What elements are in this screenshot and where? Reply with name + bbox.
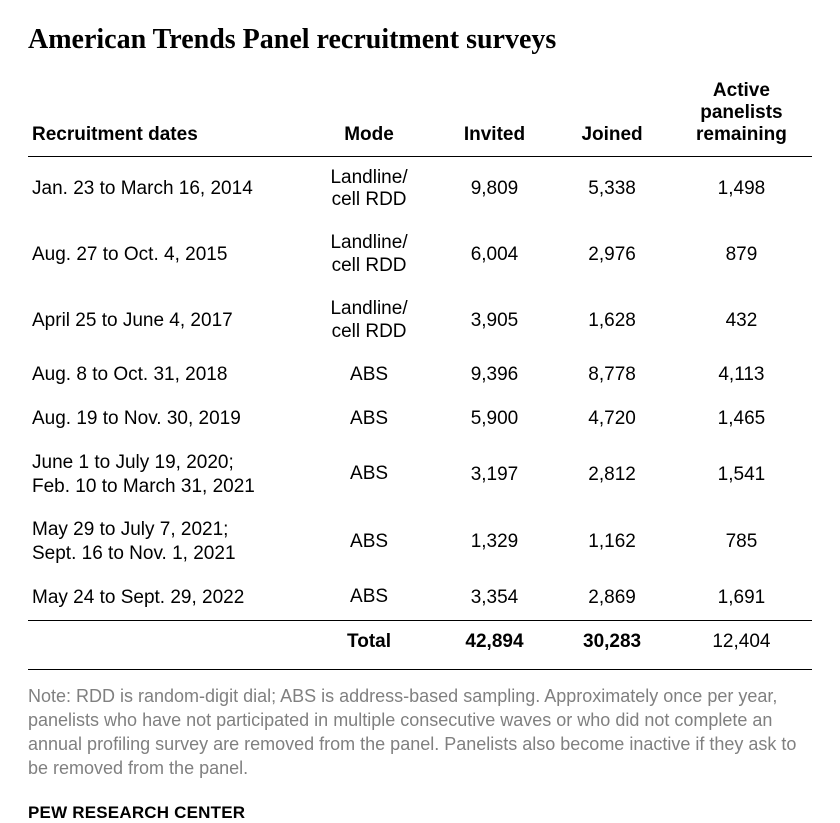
cell-invited: 3,197 [436, 441, 554, 509]
cell-invited: 3,354 [436, 576, 554, 620]
cell-mode: Landline/cell RDD [302, 288, 435, 354]
table-row: Aug. 8 to Oct. 31, 2018ABS9,3968,7784,11… [28, 353, 812, 397]
cell-mode: ABS [302, 441, 435, 509]
cell-joined: 5,338 [553, 156, 671, 222]
header-dates: Recruitment dates [28, 74, 302, 156]
cell-dates: June 1 to July 19, 2020;Feb. 10 to March… [28, 441, 302, 509]
cell-remaining: 1,498 [671, 156, 812, 222]
table-header-row: Recruitment dates Mode Invited Joined Ac… [28, 74, 812, 156]
table-row: May 24 to Sept. 29, 2022ABS3,3542,8691,6… [28, 576, 812, 620]
cell-mode: ABS [302, 397, 435, 441]
cell-dates: May 24 to Sept. 29, 2022 [28, 576, 302, 620]
recruitment-table: Recruitment dates Mode Invited Joined Ac… [28, 74, 812, 665]
header-invited: Invited [436, 74, 554, 156]
cell-mode: ABS [302, 576, 435, 620]
cell-remaining: 1,465 [671, 397, 812, 441]
cell-remaining: 4,113 [671, 353, 812, 397]
cell-joined: 1,628 [553, 288, 671, 354]
table-total-row: Total42,89430,28312,404 [28, 620, 812, 665]
page-title: American Trends Panel recruitment survey… [28, 24, 812, 56]
cell-total-blank [28, 620, 302, 665]
cell-mode: ABS [302, 353, 435, 397]
cell-dates: Aug. 27 to Oct. 4, 2015 [28, 222, 302, 288]
cell-invited: 5,900 [436, 397, 554, 441]
cell-mode: Landline/cell RDD [302, 222, 435, 288]
cell-remaining: 1,541 [671, 441, 812, 509]
header-remaining-l2: panelists [700, 102, 782, 123]
table-row: May 29 to July 7, 2021;Sept. 16 to Nov. … [28, 508, 812, 576]
header-remaining-l3: remaining [696, 124, 787, 145]
source-attribution: PEW RESEARCH CENTER [28, 803, 812, 823]
cell-remaining: 879 [671, 222, 812, 288]
header-joined: Joined [553, 74, 671, 156]
cell-remaining: 432 [671, 288, 812, 354]
cell-invited: 3,905 [436, 288, 554, 354]
cell-remaining: 785 [671, 508, 812, 576]
cell-total-label: Total [302, 620, 435, 665]
cell-mode: Landline/cell RDD [302, 156, 435, 222]
cell-dates: Jan. 23 to March 16, 2014 [28, 156, 302, 222]
cell-joined: 2,976 [553, 222, 671, 288]
cell-total-joined: 30,283 [553, 620, 671, 665]
cell-invited: 9,396 [436, 353, 554, 397]
header-remaining-l1: Active [713, 80, 770, 101]
header-mode: Mode [302, 74, 435, 156]
cell-total-invited: 42,894 [436, 620, 554, 665]
table-row: April 25 to June 4, 2017Landline/cell RD… [28, 288, 812, 354]
table-row: Jan. 23 to March 16, 2014Landline/cell R… [28, 156, 812, 222]
cell-mode: ABS [302, 508, 435, 576]
cell-total-remaining: 12,404 [671, 620, 812, 665]
cell-dates: Aug. 19 to Nov. 30, 2019 [28, 397, 302, 441]
cell-dates: May 29 to July 7, 2021;Sept. 16 to Nov. … [28, 508, 302, 576]
table-row: June 1 to July 19, 2020;Feb. 10 to March… [28, 441, 812, 509]
table-row: Aug. 27 to Oct. 4, 2015Landline/cell RDD… [28, 222, 812, 288]
cell-invited: 9,809 [436, 156, 554, 222]
cell-joined: 2,812 [553, 441, 671, 509]
cell-dates: Aug. 8 to Oct. 31, 2018 [28, 353, 302, 397]
cell-dates: April 25 to June 4, 2017 [28, 288, 302, 354]
cell-joined: 2,869 [553, 576, 671, 620]
cell-remaining: 1,691 [671, 576, 812, 620]
footnote: Note: RDD is random-digit dial; ABS is a… [28, 670, 812, 803]
cell-invited: 6,004 [436, 222, 554, 288]
cell-joined: 8,778 [553, 353, 671, 397]
cell-joined: 4,720 [553, 397, 671, 441]
cell-invited: 1,329 [436, 508, 554, 576]
table-row: Aug. 19 to Nov. 30, 2019ABS5,9004,7201,4… [28, 397, 812, 441]
header-remaining: Active panelists remaining [671, 74, 812, 156]
cell-joined: 1,162 [553, 508, 671, 576]
